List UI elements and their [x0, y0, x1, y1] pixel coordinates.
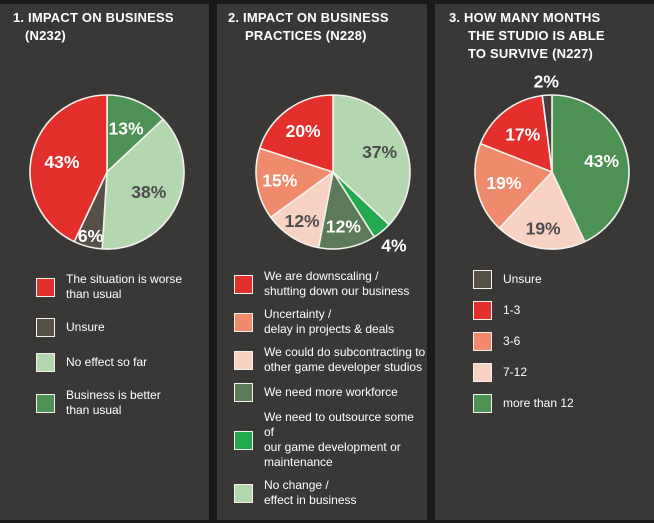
slice-percent-label: 4% — [381, 236, 407, 256]
chart-title-2: 2. IMPACT ON BUSINESS PRACTICES (N228) — [228, 9, 389, 45]
legend-item: We need more workforce — [234, 383, 427, 402]
legend-label: Business is better than usual — [66, 388, 161, 417]
legend-label: No change / effect in business — [264, 478, 357, 507]
chart-title-2-line-1: 2. IMPACT ON BUSINESS — [228, 10, 389, 25]
legend-item: Unsure — [36, 318, 182, 337]
slice-percent-label: 20% — [286, 121, 321, 141]
slice-percent-label: 37% — [362, 142, 397, 162]
chart-title-1-line-1: 1. IMPACT ON BUSINESS — [13, 10, 174, 25]
legend-item: No change / effect in business — [234, 478, 427, 508]
bottom-border — [0, 520, 654, 523]
chart-title-3-line-3: TO SURVIVE (N227) — [468, 46, 594, 61]
legend-item: The situation is worse than usual — [36, 272, 182, 302]
legend-swatch — [234, 274, 253, 294]
slice-percent-label: 19% — [486, 173, 521, 193]
legend-label: We need more workforce — [264, 385, 398, 399]
legend-swatch — [234, 312, 253, 332]
legend-swatch — [36, 277, 55, 297]
legend-label: more than 12 — [503, 396, 574, 410]
legend-label: No effect so far — [66, 355, 148, 369]
slice-percent-label: 43% — [44, 152, 79, 172]
legend-item: We are downscaling / shutting down our b… — [234, 269, 427, 299]
legend-label: 7-12 — [503, 365, 528, 379]
slice-percent-label: 6% — [78, 226, 104, 246]
legend-impact-on-business: The situation is worse than usual Unsure N… — [36, 272, 182, 418]
slice-percent-label: 12% — [285, 211, 320, 231]
legend-item: We need to outsource some of our game de… — [234, 410, 427, 470]
top-border — [0, 0, 654, 4]
legend-swatch — [36, 393, 55, 413]
legend-label: Unsure — [503, 272, 542, 286]
pie-slice — [479, 94, 553, 173]
legend-swatch — [473, 301, 492, 320]
legend-label: We could do subcontracting to other game… — [264, 345, 426, 374]
legend-swatch — [473, 270, 492, 289]
chart-title-1-line-2: (N232) — [25, 28, 66, 43]
legend-swatch — [473, 394, 492, 413]
chart-column-impact-on-business-practices: 2. IMPACT ON BUSINESS PRACTICES (N228) 3… — [217, 0, 427, 523]
legend-item: 7-12 — [473, 363, 574, 382]
legend-swatch — [473, 363, 492, 382]
legend-swatch — [36, 353, 55, 372]
legend-label: We need to outsource some of our game de… — [264, 410, 414, 469]
pie-slice — [255, 147, 334, 219]
pie-chart-months-to-survive: 43% 19% 19% 17% 2% — [474, 71, 630, 250]
legend-label: We are downscaling / shutting down our b… — [264, 269, 410, 298]
legend-swatch — [234, 430, 253, 450]
legend-label: 1-3 — [503, 303, 521, 317]
legend-label: Unsure — [66, 320, 105, 334]
slice-percent-label: 17% — [505, 124, 540, 144]
chart-title-3: 3. HOW MANY MONTHS THE STUDIO IS ABLE TO… — [449, 9, 605, 63]
slice-percent-label: 19% — [526, 218, 561, 238]
legend-item: Uncertainty / delay in projects & deals — [234, 307, 427, 337]
legend-item: more than 12 — [473, 394, 574, 413]
legend-label: 3-6 — [503, 334, 521, 348]
pie-slice — [332, 94, 411, 226]
legend-impact-on-business-practices: We are downscaling / shutting down our b… — [234, 269, 427, 508]
slice-percent-label: 13% — [108, 118, 143, 138]
pie-chart-impact-on-business: 13% 38% 6% 43% — [29, 94, 185, 250]
chart-title-3-line-1: 3. HOW MANY MONTHS — [449, 10, 601, 25]
legend-label: Uncertainty / delay in projects & deals — [264, 307, 395, 336]
chart-column-months-to-survive: 3. HOW MANY MONTHS THE STUDIO IS ABLE TO… — [435, 0, 654, 523]
legend-label: The situation is worse than usual — [66, 272, 183, 301]
legend-swatch — [473, 332, 492, 351]
pie-slice — [101, 118, 185, 250]
legend-swatch — [234, 483, 253, 503]
pie-slice — [498, 171, 586, 250]
legend-months-to-survive: Unsure 1-3 3-6 7-12 more than 12 — [473, 270, 574, 413]
legend-item: Business is better than usual — [36, 388, 182, 418]
legend-item: 1-3 — [473, 301, 574, 320]
chart-title-3-line-2: THE STUDIO IS ABLE — [468, 28, 605, 43]
legend-item: Unsure — [473, 270, 574, 289]
column-divider-1 — [209, 0, 217, 523]
pie-slice — [29, 94, 108, 243]
slice-percent-label: 38% — [131, 182, 166, 202]
pie-slice — [106, 94, 164, 173]
pie-slice — [551, 94, 630, 243]
slice-percent-label: 2% — [534, 71, 560, 91]
slice-percent-label: 43% — [584, 151, 619, 171]
legend-item: We could do subcontracting to other game… — [234, 345, 427, 375]
chart-title-1: 1. IMPACT ON BUSINESS (N232) — [13, 9, 174, 45]
legend-swatch — [234, 350, 253, 370]
legend-item: No effect so far — [36, 353, 182, 372]
column-divider-2 — [427, 0, 435, 523]
legend-swatch — [36, 318, 55, 337]
pie-chart-impact-on-business-practices: 37% 4% 12% 12% 15% 20% — [255, 94, 411, 256]
legend-item: 3-6 — [473, 332, 574, 351]
chart-column-impact-on-business: 1. IMPACT ON BUSINESS (N232) 13% 38% 6% 43%… — [0, 0, 209, 523]
slice-percent-label: 15% — [262, 171, 297, 191]
slice-percent-label: 12% — [326, 217, 361, 237]
pie-slice — [541, 94, 553, 173]
pie-slice — [258, 94, 334, 173]
chart-title-2-line-2: PRACTICES (N228) — [245, 28, 367, 43]
legend-swatch — [234, 383, 253, 402]
